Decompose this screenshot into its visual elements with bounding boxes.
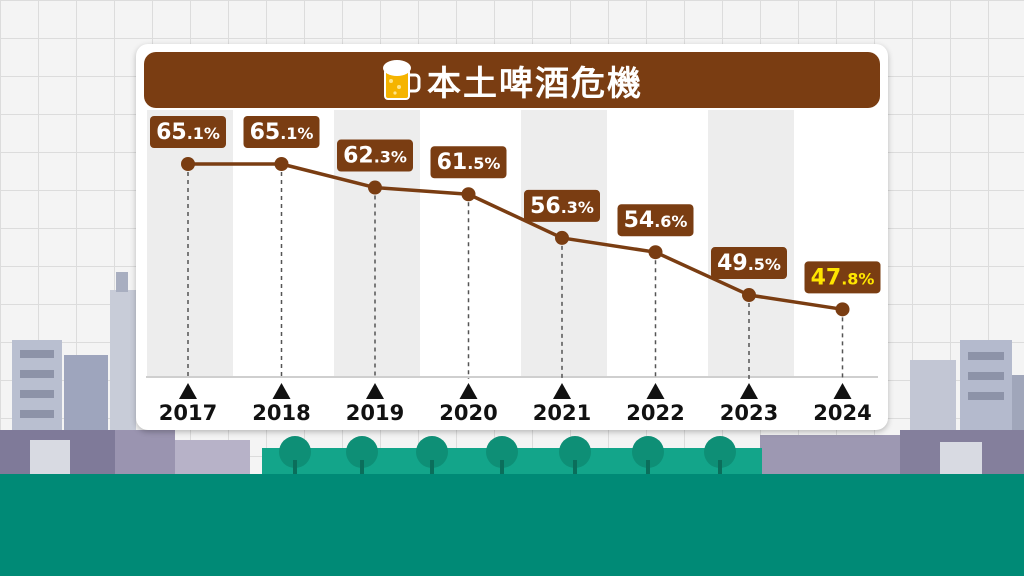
value-text: 47.8%: [811, 265, 875, 290]
triangle-marker-icon: [459, 383, 478, 399]
value-label-2020: 61.5%: [430, 146, 507, 179]
year-label-2017: 2017: [159, 401, 217, 425]
triangle-marker-icon: [272, 383, 291, 399]
year-label-2024: 2024: [813, 401, 871, 425]
triangle-marker-icon: [179, 383, 197, 399]
triangle-marker-icon: [366, 383, 384, 399]
value-text: 65.1%: [250, 120, 314, 145]
value-label-2024: 47.8%: [804, 261, 881, 294]
column-band: [708, 110, 794, 376]
year-label-2019: 2019: [346, 401, 404, 425]
year-label-2023: 2023: [720, 401, 778, 425]
value-text: 62.3%: [343, 144, 407, 169]
series-line: [188, 162, 843, 312]
column-band: [147, 110, 233, 376]
value-label-2019: 62.3%: [337, 139, 413, 172]
value-text: 65.1%: [156, 120, 220, 145]
triangle-marker-icon: [646, 383, 665, 399]
year-label-2018: 2018: [252, 401, 310, 425]
data-point-2021: [555, 230, 569, 245]
data-point-2022: [648, 245, 663, 260]
data-point-2024: [835, 302, 850, 317]
value-label-2022: 54.6%: [617, 204, 694, 237]
left-buildings: [0, 272, 250, 475]
value-text: 61.5%: [437, 150, 501, 175]
beer-mug-icon: [383, 60, 421, 100]
ground: [0, 474, 1024, 576]
title-bar: 本土啤酒危機: [144, 52, 880, 108]
data-point-2019: [368, 180, 382, 195]
value-text: 54.6%: [624, 208, 688, 233]
data-point-2023: [742, 288, 756, 303]
line-chart: 65.1% 65.1% 62.3% 61.5% 56.3% 54.6% 49.5% 47.8%…: [146, 110, 881, 425]
chart-card: 65.1% 65.1% 62.3% 61.5% 56.3% 54.6% 49.5% 47.8%…: [136, 44, 888, 430]
value-text: 56.3%: [530, 194, 594, 219]
triangle-marker-icon: [833, 383, 852, 399]
data-point-2018: [274, 157, 289, 171]
data-point-2020: [461, 187, 476, 202]
year-label-2021: 2021: [533, 401, 591, 425]
data-point-2017: [181, 157, 195, 171]
value-label-2017: 65.1%: [150, 116, 226, 148]
value-label-2018: 65.1%: [243, 116, 320, 148]
year-label-2020: 2020: [439, 401, 497, 425]
triangle-marker-icon: [740, 383, 758, 399]
value-label-2021: 56.3%: [524, 189, 600, 222]
right-buildings: [760, 340, 1024, 475]
value-text: 49.5%: [717, 251, 781, 276]
chart-title: 本土啤酒危機: [427, 63, 643, 104]
triangle-marker-icon: [553, 383, 571, 399]
value-label-2023: 49.5%: [711, 247, 787, 280]
year-label-2022: 2022: [626, 401, 684, 425]
